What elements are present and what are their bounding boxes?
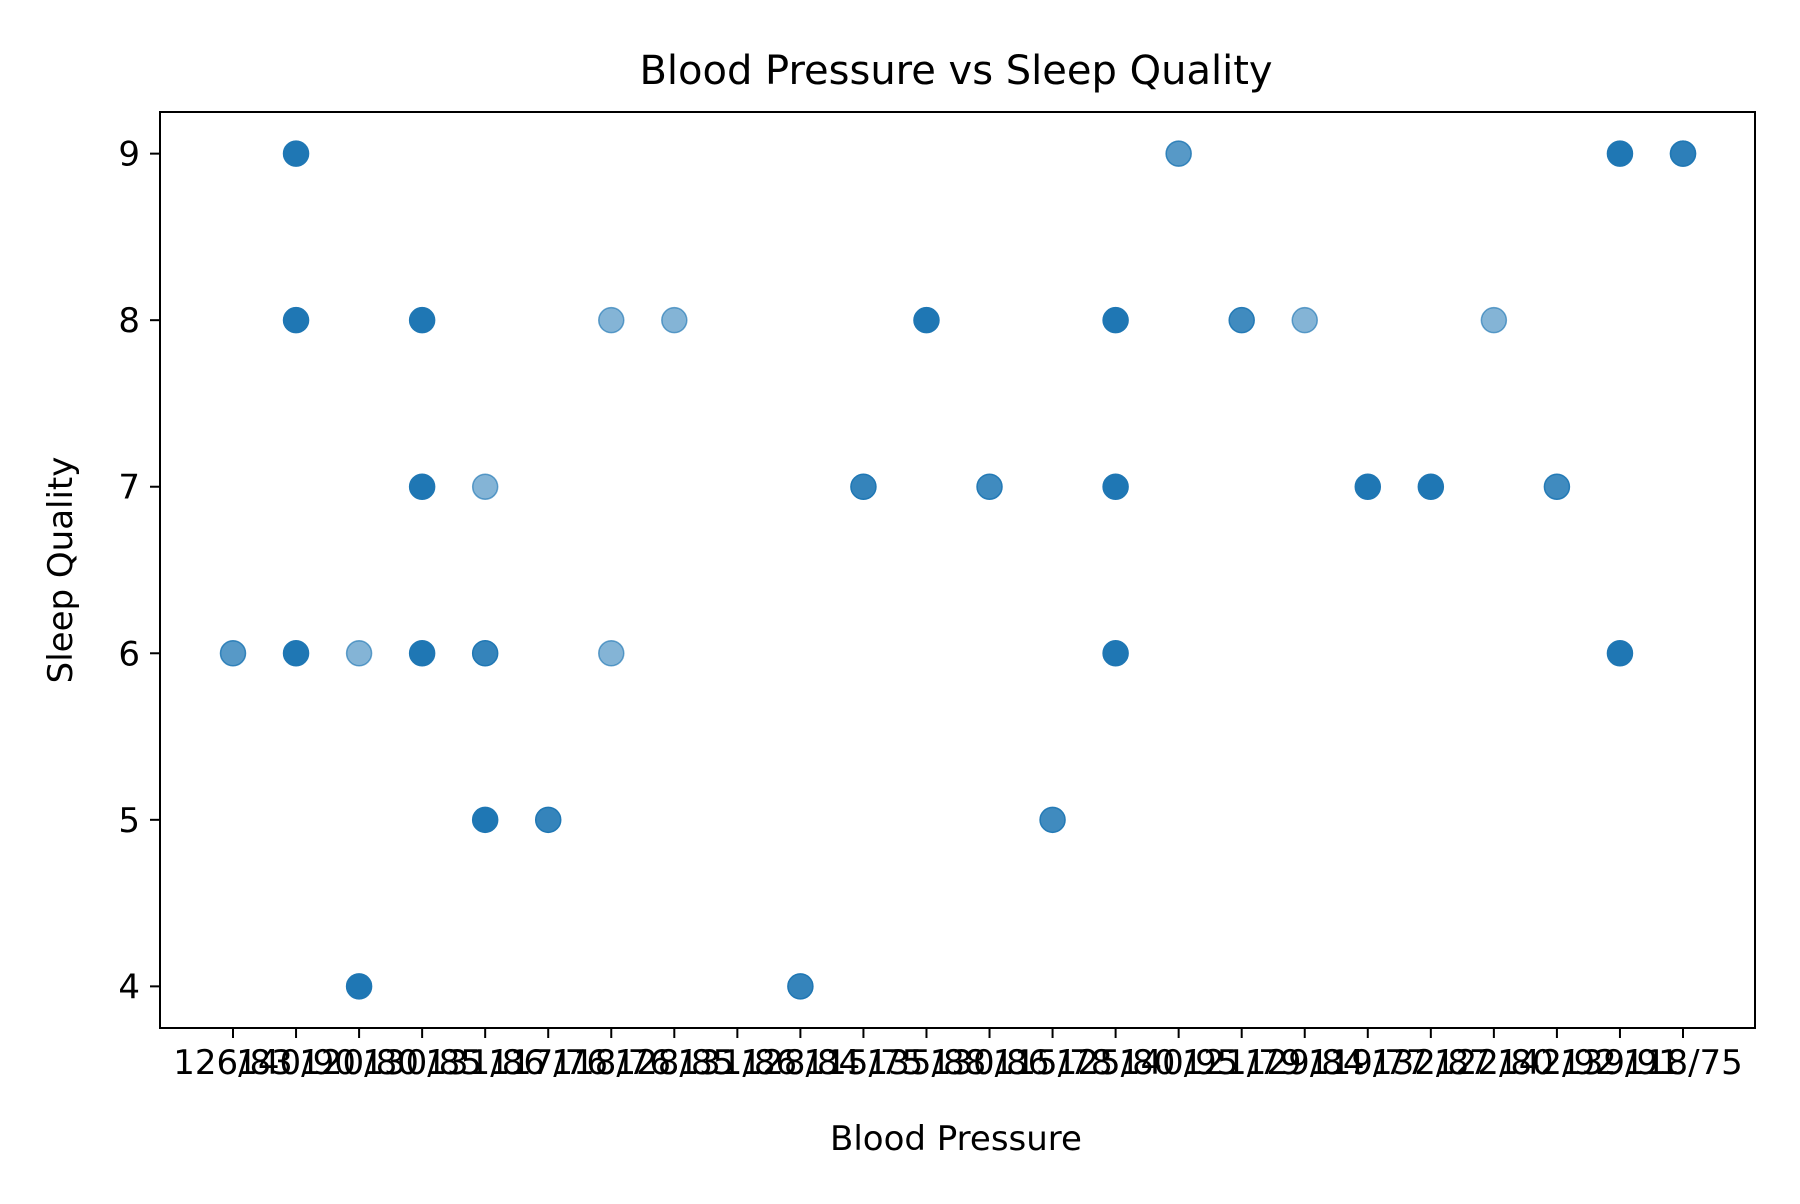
data-point bbox=[1606, 640, 1634, 667]
x-tick-label: 126/83 bbox=[173, 1043, 293, 1083]
y-tick-label: 7 bbox=[118, 468, 140, 508]
x-tick-label: 128/84 bbox=[741, 1043, 861, 1083]
y-axis-label: Sleep Quality bbox=[41, 457, 81, 684]
plot-area bbox=[159, 111, 1756, 1029]
data-point bbox=[471, 473, 499, 500]
data-point bbox=[408, 473, 436, 500]
data-point bbox=[1417, 473, 1445, 500]
data-point bbox=[976, 473, 1003, 500]
data-point bbox=[1165, 140, 1192, 167]
x-tick-label: 120/80 bbox=[299, 1043, 419, 1083]
data-point bbox=[1543, 473, 1571, 500]
y-tick-label: 5 bbox=[118, 801, 140, 841]
x-tick-label: 121/79 bbox=[1182, 1043, 1302, 1083]
data-point bbox=[408, 640, 436, 667]
y-tick-label: 4 bbox=[118, 967, 140, 1007]
y-tick-label: 8 bbox=[118, 301, 140, 341]
x-tick-label: 117/76 bbox=[488, 1043, 608, 1083]
data-point bbox=[1669, 140, 1697, 167]
x-axis-ticks: 126/83140/90120/80130/85131/86117/76118/… bbox=[173, 1028, 1743, 1083]
x-tick-label: 135/88 bbox=[867, 1043, 987, 1083]
data-point bbox=[661, 306, 688, 334]
data-point bbox=[282, 306, 310, 334]
data-point bbox=[1606, 140, 1634, 167]
data-point bbox=[1354, 473, 1382, 500]
data-point bbox=[345, 640, 373, 667]
plot-frame bbox=[159, 111, 1756, 1029]
data-point bbox=[219, 640, 247, 667]
x-tick-label: 128/85 bbox=[614, 1043, 734, 1083]
data-point bbox=[913, 306, 940, 334]
x-tick-label: 139/91 bbox=[1560, 1043, 1680, 1083]
x-tick-label: 130/86 bbox=[930, 1043, 1050, 1083]
x-tick-label: 130/85 bbox=[362, 1043, 482, 1083]
data-point bbox=[850, 473, 877, 500]
data-points bbox=[219, 140, 1697, 1000]
x-tick-label: 129/84 bbox=[1245, 1043, 1365, 1083]
data-point bbox=[598, 640, 625, 667]
x-tick-label: 119/77 bbox=[1308, 1043, 1428, 1083]
x-tick-label: 118/75 bbox=[1623, 1043, 1743, 1083]
x-tick-label: 142/92 bbox=[1497, 1043, 1617, 1083]
chart-title: Blood Pressure vs Sleep Quality bbox=[639, 48, 1272, 94]
data-point bbox=[1102, 306, 1129, 334]
data-point bbox=[471, 806, 499, 834]
x-tick-label: 131/86 bbox=[678, 1043, 798, 1083]
y-tick-label: 6 bbox=[118, 634, 140, 674]
x-tick-label: 122/80 bbox=[1434, 1043, 1554, 1083]
data-point bbox=[598, 306, 625, 334]
x-tick-label: 115/75 bbox=[804, 1043, 924, 1083]
data-point bbox=[282, 640, 310, 667]
data-point bbox=[534, 806, 562, 834]
data-point bbox=[1102, 473, 1129, 500]
data-point bbox=[408, 306, 436, 334]
x-axis-label: Blood Pressure bbox=[830, 1119, 1082, 1159]
data-point bbox=[1039, 806, 1066, 834]
data-point bbox=[345, 973, 373, 1000]
x-tick-label: 125/80 bbox=[1056, 1043, 1176, 1083]
y-tick-label: 9 bbox=[118, 135, 140, 175]
data-point bbox=[471, 640, 499, 667]
x-tick-label: 140/90 bbox=[236, 1043, 356, 1083]
data-point bbox=[787, 973, 814, 1000]
data-point bbox=[1228, 306, 1255, 334]
data-point bbox=[282, 140, 310, 167]
y-axis-ticks: 4 5 6 7 8 9 bbox=[118, 135, 160, 1007]
x-tick-label: 118/76 bbox=[551, 1043, 671, 1083]
data-point bbox=[1102, 640, 1129, 667]
x-tick-label: 131/86 bbox=[425, 1043, 545, 1083]
x-tick-label: 115/78 bbox=[993, 1043, 1113, 1083]
data-point bbox=[1480, 306, 1508, 334]
x-tick-label: 132/87 bbox=[1371, 1043, 1491, 1083]
data-point bbox=[1291, 306, 1318, 334]
x-tick-label: 140/95 bbox=[1119, 1043, 1239, 1083]
